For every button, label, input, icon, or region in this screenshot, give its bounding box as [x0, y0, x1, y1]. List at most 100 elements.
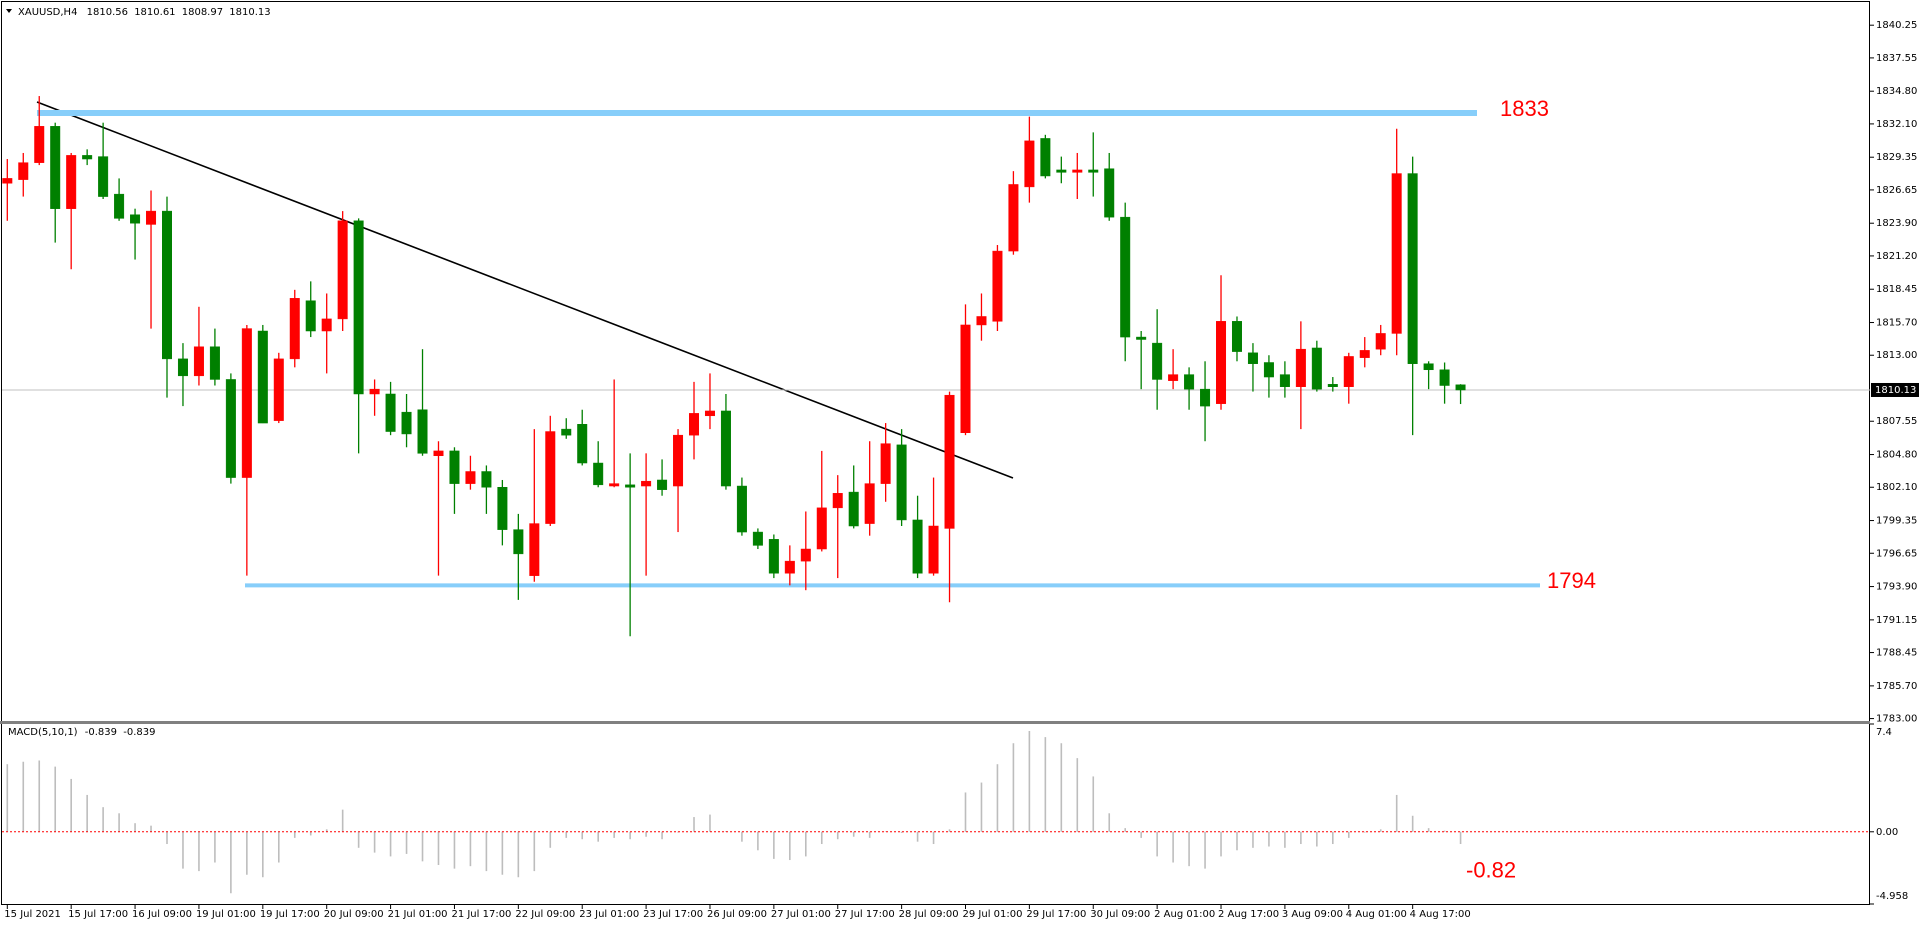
y-tick-label: 1818.45 — [1876, 284, 1917, 295]
candle-body — [896, 444, 907, 521]
candle-body — [625, 484, 636, 488]
header: XAUUSD,H4 1810.56 1810.61 1808.97 1810.1… — [18, 7, 271, 18]
y-tick-label: 1807.55 — [1876, 416, 1917, 427]
candle-body — [98, 156, 109, 197]
candle-body — [1040, 138, 1051, 177]
candle-body — [1327, 384, 1338, 387]
candle-body — [417, 409, 428, 454]
candle-body — [305, 300, 316, 332]
x-tick-label: 23 Jul 17:00 — [643, 909, 703, 920]
candle-body — [545, 431, 556, 524]
candle-body — [114, 193, 125, 219]
candle-body — [864, 483, 875, 524]
y-tick-label: 1802.10 — [1876, 482, 1917, 493]
x-tick-label: 26 Jul 09:00 — [707, 909, 767, 920]
y-tick-label: 1813.00 — [1876, 350, 1917, 361]
y-tick-label: 1829.35 — [1876, 152, 1917, 163]
candle-body — [912, 519, 923, 574]
y-tick-label: 1840.25 — [1876, 20, 1917, 31]
candle-body — [1407, 173, 1418, 364]
level-label: 1794 — [1547, 568, 1596, 593]
candle-body — [976, 316, 987, 326]
x-tick-label: 23 Jul 01:00 — [579, 909, 639, 920]
candle-body — [880, 443, 891, 484]
y2-tick-label: -4.958 — [1876, 891, 1908, 902]
ohlc-close: 1810.13 — [229, 7, 270, 18]
candle-body — [449, 450, 460, 484]
candle-body — [992, 250, 1003, 322]
header-arrow — [6, 9, 12, 13]
x-tick-label: 19 Jul 17:00 — [260, 909, 320, 920]
candle-body — [465, 471, 476, 484]
x-tick-label: 15 Jul 17:00 — [68, 909, 128, 920]
x-tick-label: 30 Jul 09:00 — [1090, 909, 1150, 920]
y-tick-label: 1837.55 — [1876, 53, 1917, 64]
candle-body — [481, 471, 492, 488]
candle-body — [1311, 347, 1322, 390]
candle-body — [704, 410, 715, 417]
candle-body — [1216, 321, 1227, 404]
candle-body — [1184, 374, 1195, 390]
ohlc-low: 1808.97 — [182, 7, 223, 18]
indicator-readout: -0.839 — [123, 727, 155, 738]
candle-body — [401, 411, 412, 435]
candle-body — [752, 531, 763, 546]
candle-body — [1152, 342, 1163, 380]
candle-body — [82, 155, 93, 160]
candle-body — [720, 410, 731, 487]
indicator-readout: -0.839 — [85, 727, 117, 738]
x-tick-label: 3 Aug 09:00 — [1282, 909, 1343, 920]
indicator-annotation: -0.82 — [1466, 858, 1516, 883]
candle-body — [1391, 173, 1402, 334]
x-tick-label: 28 Jul 09:00 — [899, 909, 959, 920]
candle-body — [50, 126, 61, 209]
candle-body — [1375, 333, 1386, 350]
symbol: XAUUSD,H4 — [18, 7, 77, 18]
y-tick-label: 1783.00 — [1876, 714, 1917, 725]
candle-body — [257, 330, 268, 424]
candle-body — [609, 483, 620, 487]
y-tick-label: 1834.80 — [1876, 86, 1917, 97]
candle-body — [146, 210, 157, 225]
candle-body — [177, 358, 188, 377]
y2-tick-label: 0.00 — [1876, 827, 1898, 838]
candle-body — [1359, 350, 1370, 358]
candle-body — [561, 428, 572, 436]
candle-body — [193, 346, 204, 377]
candle-body — [1056, 169, 1067, 173]
trendline — [36, 101, 1014, 479]
candle-body — [1104, 168, 1115, 218]
candle-body — [832, 493, 843, 509]
candle-body — [1247, 352, 1258, 364]
candle-body — [1439, 369, 1450, 386]
indicator-header: MACD(5,10,1) -0.839 -0.839 — [8, 727, 155, 738]
x-tick-label: 20 Jul 09:00 — [324, 909, 384, 920]
x-tick-label: 4 Aug 01:00 — [1346, 909, 1407, 920]
y-tick-label: 1832.10 — [1876, 119, 1917, 130]
candle-body — [34, 126, 45, 163]
candle-body — [1343, 356, 1354, 387]
candle-body — [66, 155, 77, 209]
y-tick-label: 1791.15 — [1876, 615, 1917, 626]
x-tick-label: 4 Aug 17:00 — [1410, 909, 1471, 920]
candle-body — [433, 450, 444, 457]
candle-body — [513, 529, 524, 555]
candle-body — [657, 479, 668, 490]
candle-body — [1455, 384, 1466, 391]
candle-body — [353, 220, 364, 395]
y-tick-label: 1799.35 — [1876, 516, 1917, 527]
candle-body — [944, 394, 955, 529]
x-tick-label: 27 Jul 17:00 — [835, 909, 895, 920]
current-price-box — [1871, 382, 1919, 397]
candle-body — [1263, 362, 1274, 378]
candle-body — [577, 424, 588, 464]
candle-body — [1168, 374, 1179, 381]
candle-body — [800, 548, 811, 562]
y-tick-label: 1804.80 — [1876, 450, 1917, 461]
candle-body — [209, 346, 220, 380]
x-tick-label: 15 Jul 2021 — [4, 909, 61, 920]
candle-body — [385, 393, 396, 432]
candle-body — [673, 434, 684, 487]
ohlc-open: 1810.56 — [87, 7, 128, 18]
